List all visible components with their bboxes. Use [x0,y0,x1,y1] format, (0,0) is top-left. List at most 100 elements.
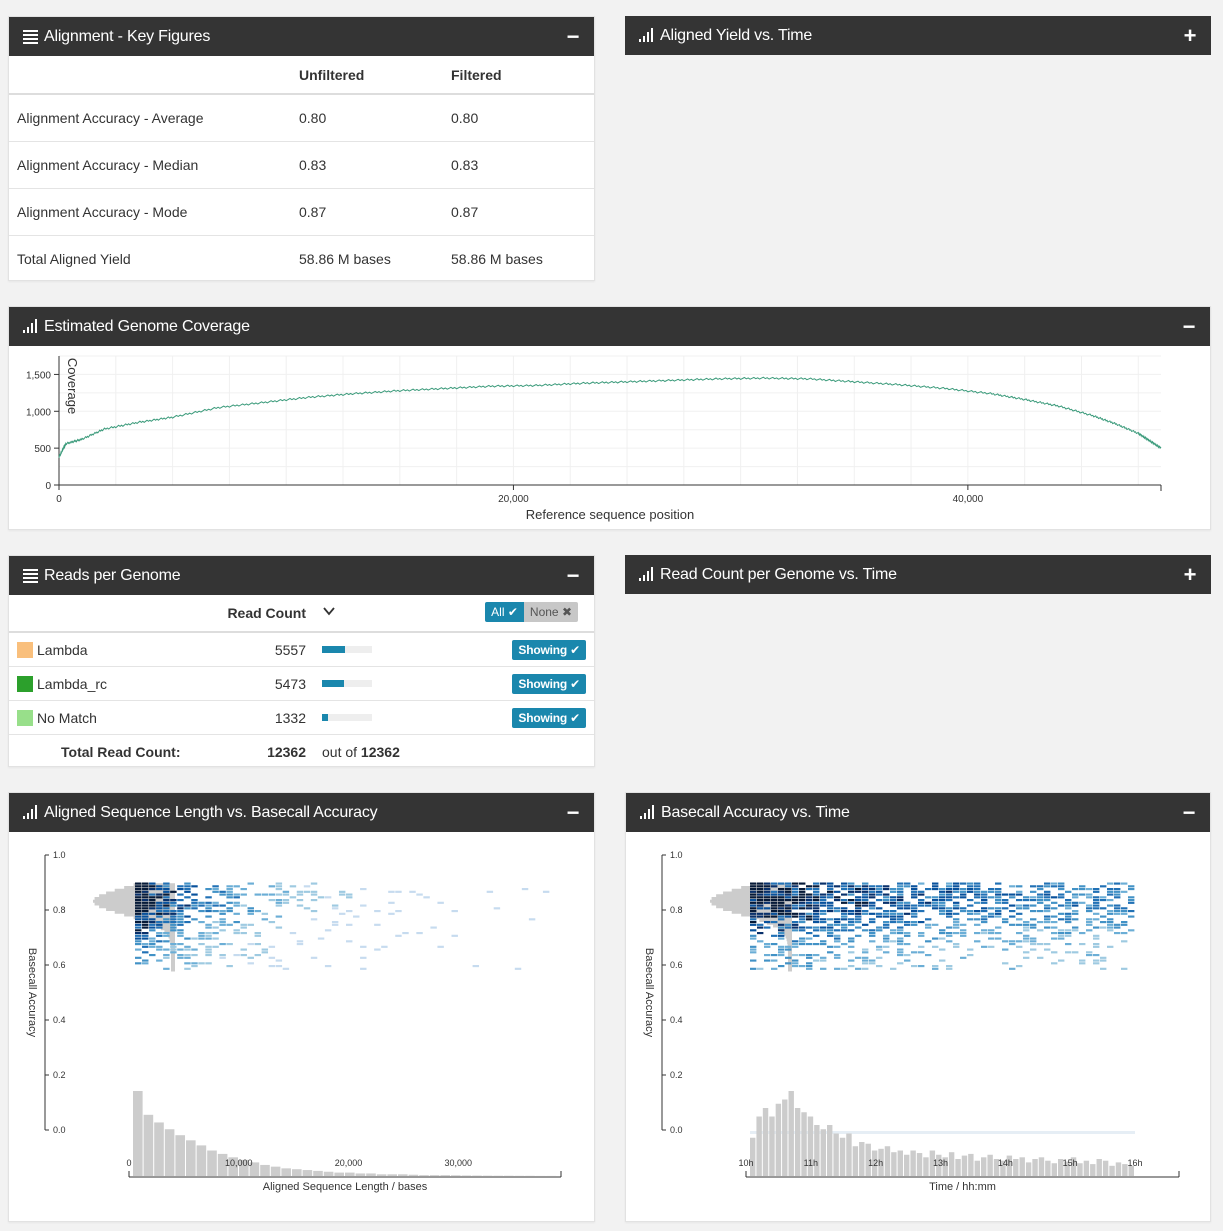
heatmap-cell [1016,923,1023,926]
showing-toggle-button[interactable]: Showing ✔ [512,639,586,660]
heatmap-cell [1107,893,1114,896]
heatmap-cell [1030,940,1037,943]
heatmap-cell [918,945,925,948]
heatmap-cell [778,888,785,891]
heatmap-cell [974,912,981,915]
heatmap-cell [1058,912,1065,915]
heatmap-cell [883,893,890,896]
histogram-bar [878,1148,884,1176]
histogram-bar [1006,1155,1013,1176]
heatmap-cell [862,956,869,959]
heatmap-cell [897,932,904,935]
collapse-toggle-button[interactable]: − [566,562,580,588]
all-button[interactable]: All ✔ [485,602,524,622]
heatmap-cell [785,882,792,885]
heatmap-cell [1065,915,1072,918]
heatmap-cell [764,945,771,948]
heatmap-cell [275,885,283,888]
heatmap-cell [198,904,205,907]
collapse-toggle-button[interactable]: − [1182,799,1196,825]
heatmap-cell [778,912,785,915]
heatmap-cell [191,885,198,888]
accuracy-hist-bar [716,905,792,909]
heatmap-cell [841,888,848,891]
accuracy-hist-bar [170,965,175,969]
heatmap-cell [219,921,226,924]
heatmap-cell [233,954,240,957]
heatmap-cell [493,907,501,910]
heatmap-cell [156,932,163,935]
heatmap-cell [451,934,458,937]
genome-name: No Match [37,709,97,726]
heatmap-cell [897,888,904,891]
heatmap-cell [226,893,233,896]
heatmap-cell [1128,901,1135,904]
heatmap-cell [1121,932,1128,935]
heatmap-cell [841,885,848,888]
heatmap-cell [163,904,170,907]
row-label: Alignment Accuracy - Mode [9,188,291,236]
heatmap-cell [848,893,855,896]
heatmap-cell [135,899,142,902]
accuracy-hist-bar [723,908,792,911]
count-bar [322,646,372,653]
heatmap-cell [876,945,883,948]
heatmap-cell [1023,951,1030,954]
accuracy-hist-bar [787,960,792,964]
heatmap-cell [869,896,876,899]
heatmap-cell [254,910,261,913]
heatmap-cell [757,882,764,885]
expand-toggle-button[interactable]: + [1183,561,1197,587]
heatmap-cell [897,915,904,918]
heatmap-cell [388,901,395,904]
heatmap-cell [212,945,219,948]
heatmap-cell [1030,885,1037,888]
heatmap-cell [771,896,778,899]
collapse-toggle-button[interactable]: − [1182,313,1196,339]
heatmap-cell [820,899,827,902]
collapse-toggle-button[interactable]: − [566,799,580,825]
heatmap-cell [841,943,848,946]
read-count-column-header[interactable]: Read Count [227,605,306,621]
filtered-value: 0.80 [443,94,594,142]
heatmap-cell [883,945,890,948]
heatmap-cell [750,896,757,899]
heatmap-cell [750,890,757,893]
heatmap-cell [897,929,904,932]
heatmap-cell [764,959,771,962]
heatmap-cell [205,945,212,948]
heatmap-cell [932,896,939,899]
heatmap-cell [778,937,785,940]
accuracy-hist-bar [114,888,175,892]
showing-toggle-button[interactable]: Showing ✔ [512,673,586,694]
heatmap-cell [813,954,820,957]
heatmap-cell [827,934,834,937]
heatmap-cell [1044,904,1051,907]
heatmap-cell [792,926,799,929]
heatmap-cell [890,896,897,899]
heatmap-cell [296,890,304,893]
heatmap-cell [149,904,156,907]
heatmap-cell [1065,943,1072,946]
heatmap-cell [1058,904,1065,907]
y-tick-label: 1.0 [53,850,66,860]
showing-toggle-button[interactable]: Showing ✔ [512,707,586,728]
heatmap-cell [1107,923,1114,926]
heatmap-cell [813,899,820,902]
heatmap-cell [184,948,191,951]
heatmap-cell [890,932,897,935]
heatmap-cell [904,882,911,885]
y-tick-label: 0.0 [53,1125,66,1135]
heatmap-cell [862,929,869,932]
heatmap-cell [184,896,191,899]
none-button[interactable]: None ✖ [523,602,578,622]
heatmap-cell [904,943,911,946]
expand-toggle-button[interactable]: + [1183,22,1197,48]
heatmap-cell [233,901,240,904]
heatmap-cell [869,959,876,962]
collapse-toggle-button[interactable]: − [566,23,580,49]
chevron-down-icon[interactable] [322,604,336,621]
heatmap-cell [897,926,904,929]
heatmap-cell [799,965,806,968]
heatmap-cell [897,918,904,921]
